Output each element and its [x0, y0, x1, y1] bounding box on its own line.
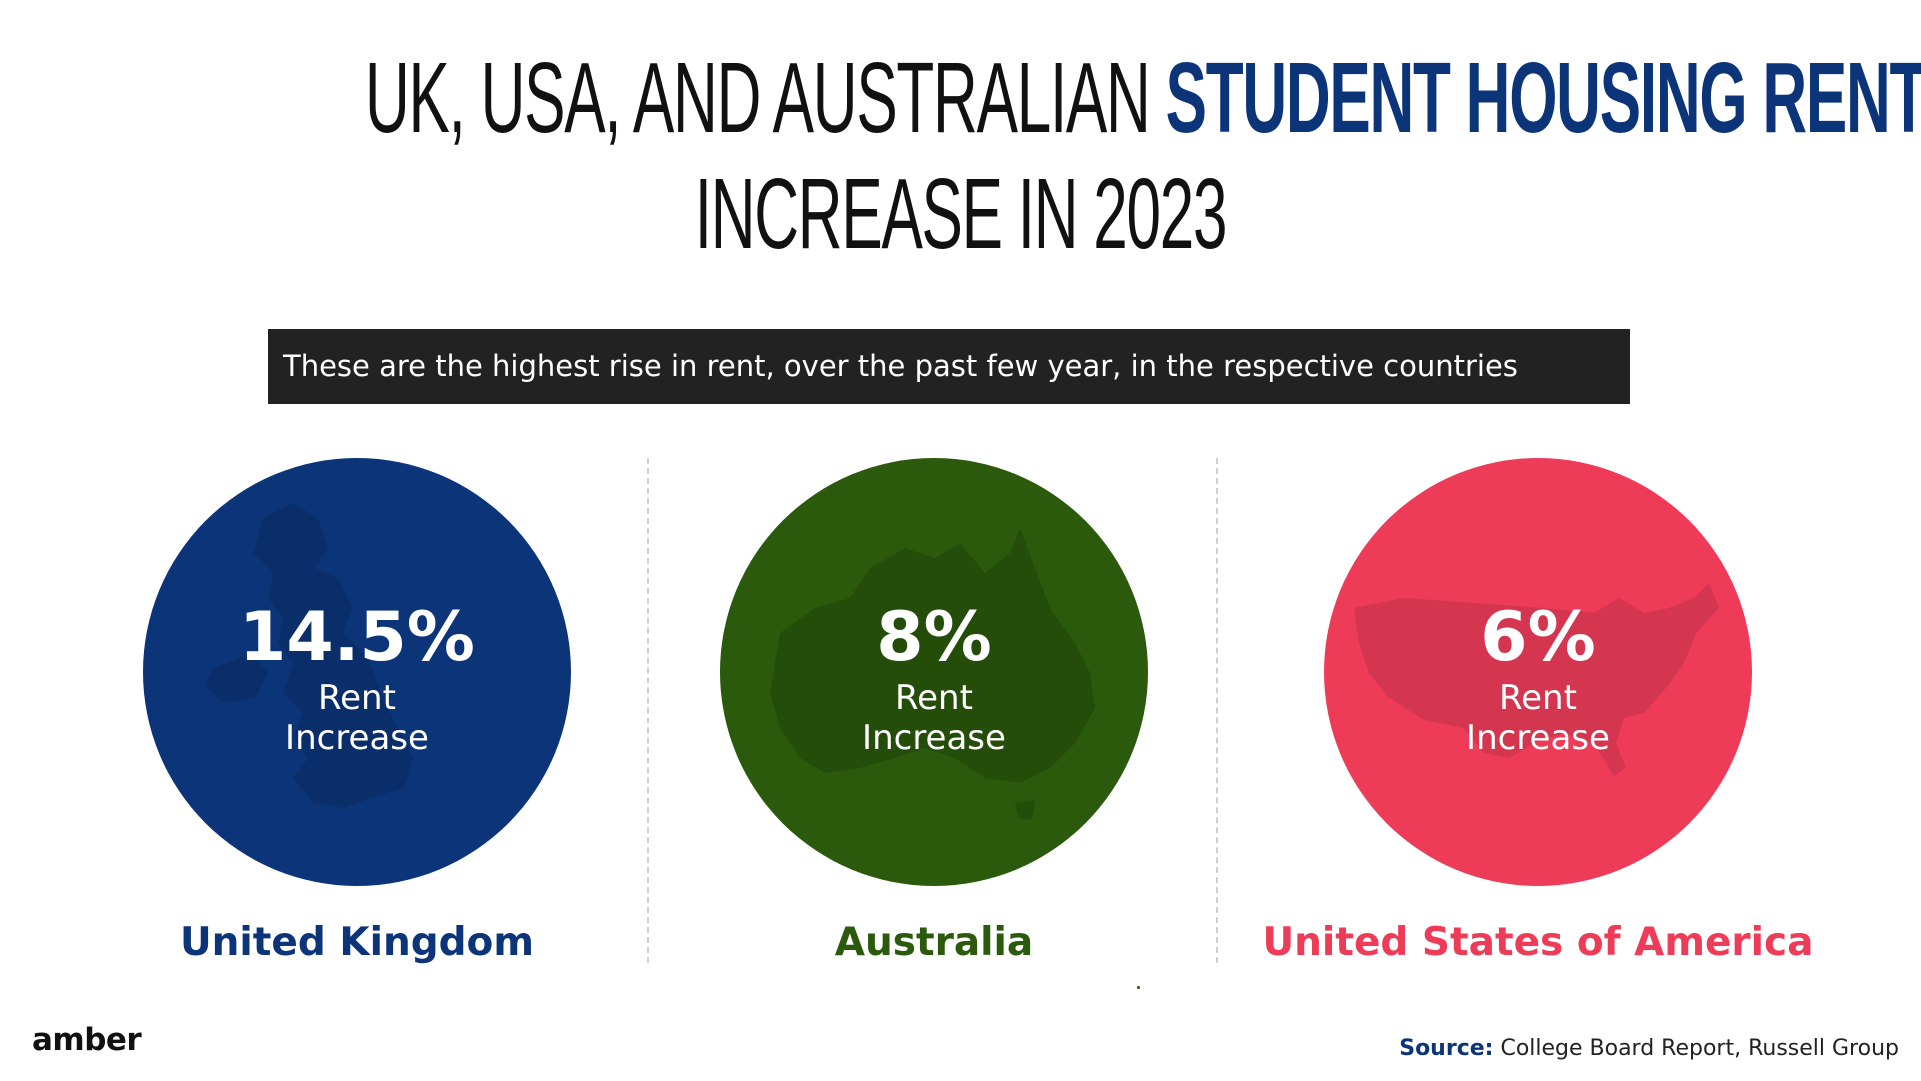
australia-map-icon — [770, 528, 1095, 820]
usa-map-icon — [1354, 583, 1719, 776]
stat-card-australia: 8% Rent Increase Australia — [634, 458, 1234, 978]
title-line-1: UK, USA, AND AUSTRALIAN STUDENT HOUSING … — [364, 40, 1921, 156]
stat-card-usa: 6% Rent Increase United States of Americ… — [1238, 458, 1838, 978]
divider — [647, 458, 649, 963]
stat-label: Rent — [318, 678, 396, 718]
subtitle-banner: These are the highest rise in rent, over… — [268, 329, 1630, 404]
stat-label: Increase — [862, 718, 1006, 758]
stat-text: 14.5% Rent Increase — [143, 598, 571, 758]
title-part-1: UK, USA, AND AUSTRALIAN — [364, 42, 1151, 154]
country-name: United Kingdom — [179, 920, 534, 965]
title-highlight: STUDENT HOUSING RENT — [1165, 42, 1921, 154]
source-label: Source: — [1399, 1036, 1494, 1061]
source-citation: Source: College Board Report, Russell Gr… — [1399, 1034, 1899, 1064]
stat-circle: 6% Rent Increase — [1324, 458, 1752, 886]
country-name: Australia — [834, 920, 1034, 965]
source-text: College Board Report, Russell Group — [1500, 1036, 1899, 1061]
stat-card-uk: 14.5% Rent Increase United Kingdom — [57, 458, 657, 978]
page-title: UK, USA, AND AUSTRALIAN STUDENT HOUSING … — [0, 40, 1921, 272]
stat-text: 8% Rent Increase — [720, 598, 1148, 758]
stat-value: 6% — [1480, 598, 1596, 677]
stat-text: 6% Rent Increase — [1324, 598, 1752, 758]
uk-map-icon — [205, 503, 413, 808]
stat-value: 14.5% — [239, 598, 475, 677]
stat-circle: 8% Rent Increase — [720, 458, 1148, 886]
title-line-2: INCREASE IN 2023 — [694, 158, 1228, 270]
stray-dot — [1137, 986, 1140, 989]
stat-circle: 14.5% Rent Increase — [143, 458, 571, 886]
stat-label: Increase — [1466, 718, 1610, 758]
brand-logo: amber — [32, 1022, 142, 1058]
stat-label: Rent — [1499, 678, 1577, 718]
stat-label: Increase — [285, 718, 429, 758]
divider — [1216, 458, 1218, 963]
stat-label: Rent — [895, 678, 973, 718]
stat-value: 8% — [876, 598, 992, 677]
country-name: United States of America — [1262, 920, 1814, 965]
